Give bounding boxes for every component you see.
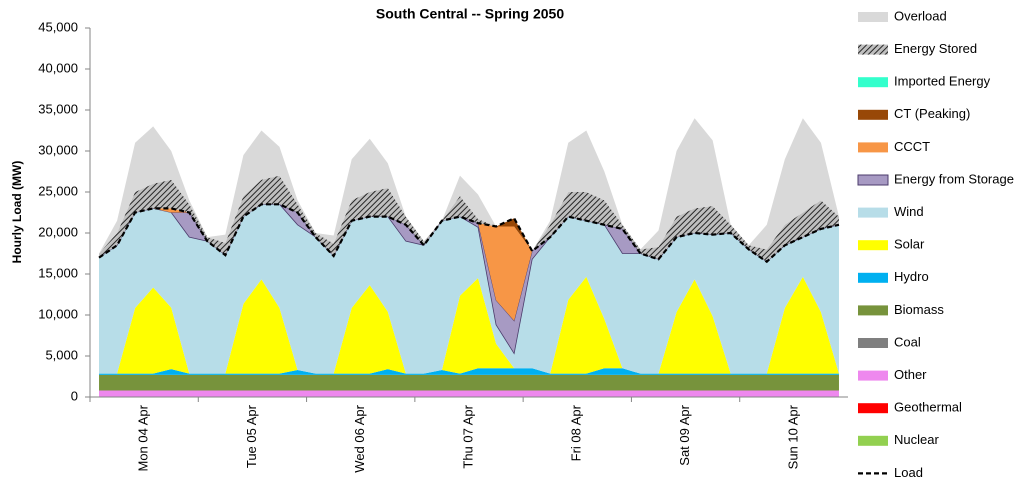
chart-title: South Central -- Spring 2050 xyxy=(376,6,564,22)
y-tick-label: 45,000 xyxy=(38,19,78,34)
legend-swatch xyxy=(858,207,888,218)
legend-label: Coal xyxy=(894,334,921,349)
legend-swatch xyxy=(857,174,889,186)
legend-label: Other xyxy=(894,367,927,382)
legend: Overload Energy Stored Imported Energy CT (… xyxy=(857,8,1014,480)
area xyxy=(99,368,839,375)
area xyxy=(99,374,839,391)
legend-swatch xyxy=(858,142,888,153)
area xyxy=(99,390,839,397)
legend-swatch xyxy=(858,305,888,316)
legend-label: Wind xyxy=(894,204,924,219)
load-line xyxy=(98,203,840,264)
y-tick-label: 5,000 xyxy=(45,347,78,362)
legend-label: Energy from Storage xyxy=(894,171,1014,186)
x-tick-label: Thu 07 Apr xyxy=(460,404,475,468)
legend-swatch xyxy=(858,370,888,381)
y-tick-label: 30,000 xyxy=(38,142,78,157)
x-tick-label: Mon 04 Apr xyxy=(136,404,151,471)
legend-label: Energy Stored xyxy=(894,41,977,56)
y-tick-label: 0 xyxy=(71,388,78,403)
y-axis-title: Hourly Load (MW) xyxy=(10,161,24,264)
legend-swatch xyxy=(858,435,888,446)
legend-swatch xyxy=(858,403,888,414)
y-tick-label: 15,000 xyxy=(38,265,78,280)
area xyxy=(99,118,839,254)
legend-label: CCCT xyxy=(894,139,930,154)
y-tick-label: 40,000 xyxy=(38,60,78,75)
y-tick-label: 25,000 xyxy=(38,183,78,198)
area xyxy=(99,204,839,374)
legend-swatch xyxy=(858,240,888,251)
y-tick-label: 20,000 xyxy=(38,224,78,239)
area xyxy=(99,276,839,374)
area xyxy=(99,175,839,262)
x-tick-label: Sun 10 Apr xyxy=(785,404,800,469)
plot-area: 0 5,000 10,000 15,000 20,000 25,000 30,000 35,0… xyxy=(38,19,848,473)
legend-label: Geothermal xyxy=(894,400,962,415)
legend-label: Overload xyxy=(894,8,947,23)
legend-label: CT (Peaking) xyxy=(894,106,970,121)
x-tick-label: Tue 05 Apr xyxy=(244,404,259,468)
legend-label: Imported Energy xyxy=(894,74,991,89)
legend-swatch xyxy=(858,12,888,22)
x-tick-label: Fri 08 Apr xyxy=(569,404,584,461)
legend-swatch xyxy=(858,338,888,348)
legend-swatch xyxy=(858,272,888,283)
legend-label: Nuclear xyxy=(894,432,939,447)
legend-label: Solar xyxy=(894,237,925,252)
legend-swatch xyxy=(858,44,888,55)
y-tick-label: 35,000 xyxy=(38,101,78,116)
legend-swatch xyxy=(858,77,888,88)
legend-swatch xyxy=(858,109,888,120)
x-tick-label: Sat 09 Apr xyxy=(677,404,692,465)
legend-label: Biomass xyxy=(894,302,944,317)
y-tick-label: 10,000 xyxy=(38,306,78,321)
legend-label: Hydro xyxy=(894,269,929,284)
legend-label: Load xyxy=(894,465,923,480)
x-tick-label: Wed 06 Apr xyxy=(352,404,367,472)
